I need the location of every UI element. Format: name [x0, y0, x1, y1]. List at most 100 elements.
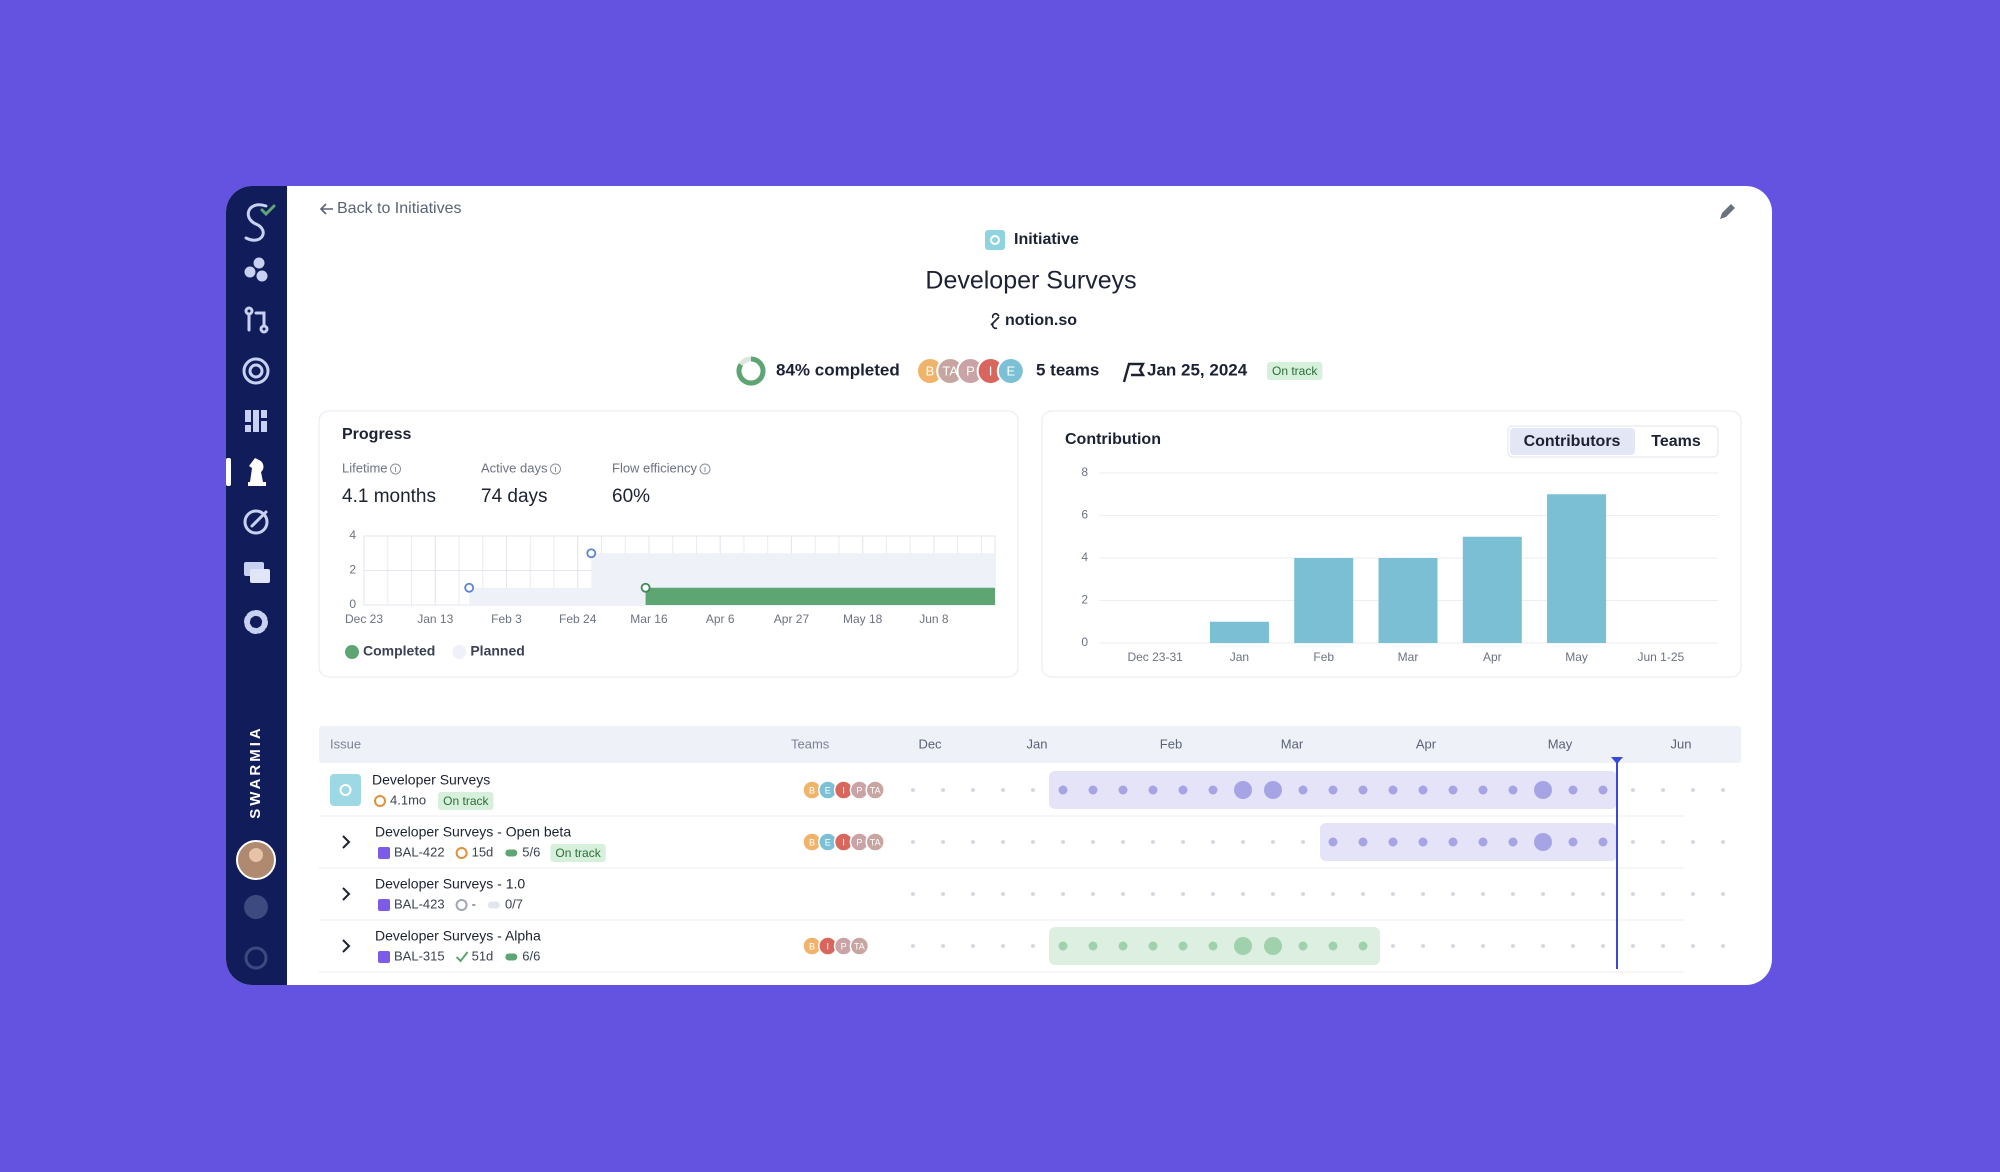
team-avatar-initials: E — [825, 837, 831, 847]
progress-icon — [455, 847, 468, 859]
bar — [1378, 558, 1438, 643]
nav-icon[interactable] — [245, 410, 267, 432]
status-badge — [438, 792, 494, 810]
timeline-dot — [1358, 837, 1368, 847]
nav-icon[interactable] — [248, 458, 266, 486]
nav-icon[interactable] — [244, 610, 268, 634]
timeline-dot — [1508, 785, 1518, 795]
team-avatar-initials: B — [809, 785, 815, 795]
timeline-dot — [1598, 837, 1608, 847]
donut-arc — [736, 356, 766, 386]
issue-key: BAL-422 — [394, 844, 445, 859]
team-avatar-initials: I — [842, 837, 845, 847]
month-header: Jan — [1027, 736, 1048, 751]
month-header: Jun — [1671, 736, 1692, 751]
nav-icon[interactable] — [243, 509, 269, 535]
nav-icon[interactable] — [244, 257, 268, 282]
timeline-dot — [1391, 892, 1395, 896]
timeline-dot — [1448, 785, 1458, 795]
y-tick-label: 4 — [349, 528, 356, 542]
timeline-dot — [1511, 892, 1515, 896]
status-badge-text: On track — [555, 846, 601, 860]
nav-icon[interactable] — [244, 562, 270, 583]
issue-key: BAL-315 — [394, 948, 445, 963]
x-tick-label: Feb 24 — [559, 612, 597, 626]
sidebar-icons — [242, 203, 276, 634]
tab[interactable]: Contributors — [1524, 433, 1621, 450]
timeline-dot — [971, 788, 975, 792]
back-arrow[interactable] — [319, 203, 333, 215]
link-icon — [990, 312, 1000, 330]
timeline-dot — [1358, 941, 1368, 951]
timeline-dot — [1691, 944, 1695, 948]
issue-type-icon — [378, 847, 390, 859]
timeline-dot — [941, 892, 945, 896]
timeline-dot — [1031, 944, 1035, 948]
timeline-dot — [911, 840, 915, 844]
issue-subtasks: 5/6 — [522, 844, 540, 859]
timeline-dot — [1241, 840, 1245, 844]
timeline-dot — [1058, 785, 1068, 795]
y-tick-label: 0 — [1081, 635, 1088, 649]
team-avatar-initials: TA — [942, 363, 958, 378]
completion-label: 84% completed — [776, 360, 900, 379]
logout-icon[interactable] — [244, 946, 268, 970]
timeline-dot — [1478, 837, 1488, 847]
timeline-dot — [1568, 837, 1578, 847]
timeline-dot — [1541, 944, 1545, 948]
timeline-dot — [911, 892, 915, 896]
team-avatar-initials: E — [825, 785, 831, 795]
expand-chevron[interactable] — [342, 835, 351, 849]
timeline-dot — [1721, 788, 1725, 792]
point-marker — [586, 548, 597, 559]
timeline-dot — [1661, 944, 1665, 948]
timeline-dot — [1361, 892, 1365, 896]
logo[interactable] — [244, 203, 268, 242]
done-icon — [455, 951, 469, 963]
timeline-dot — [1001, 944, 1005, 948]
issue-name[interactable]: Developer Surveys - Alpha — [375, 928, 541, 944]
content: 84% completed B TA P I E 5 teams Jan 25, 2024 On… — [318, 356, 1742, 973]
timeline-dot — [1601, 944, 1605, 948]
issue-name[interactable]: Developer Surveys - Open beta — [375, 824, 571, 840]
link[interactable]: notion.so — [1005, 312, 1077, 329]
bar — [1462, 536, 1522, 643]
initiative-icon-dot — [339, 784, 352, 796]
legend-label: Planned — [470, 643, 524, 659]
x-tick-label: Feb 3 — [491, 612, 522, 626]
team-avatar — [865, 832, 885, 852]
tab[interactable]: Teams — [1651, 433, 1701, 450]
team-avatar-initials: P — [966, 363, 975, 378]
timeline-dot — [1478, 785, 1488, 795]
timeline-dot — [1598, 785, 1608, 795]
timeline-dot — [1511, 944, 1515, 948]
month-header: Mar — [1281, 736, 1304, 751]
issue-name[interactable]: Developer Surveys — [372, 772, 490, 788]
status-badge-text: On track — [443, 794, 489, 808]
timeline-dot — [941, 944, 945, 948]
timeline-dot — [1388, 785, 1398, 795]
issue-duration: 51d — [472, 948, 494, 963]
edit-icon[interactable] — [1720, 204, 1735, 219]
page-title: Developer Surveys — [925, 267, 1136, 295]
timeline-dot — [971, 892, 975, 896]
timeline-dot — [1631, 840, 1635, 844]
issue-duration: - — [472, 896, 476, 911]
issue-name[interactable]: Developer Surveys - 1.0 — [375, 876, 525, 892]
timeline-dot — [1421, 892, 1425, 896]
expand-chevron[interactable] — [342, 887, 351, 901]
back-link[interactable]: Back to Initiatives — [337, 200, 462, 217]
team-avatar — [865, 780, 885, 800]
nav-icon[interactable] — [244, 306, 269, 334]
nav-icon[interactable] — [242, 357, 270, 385]
timeline-dot — [1661, 788, 1665, 792]
expand-chevron[interactable] — [342, 939, 351, 953]
legend-swatch — [452, 645, 467, 659]
progress-icon — [374, 795, 386, 807]
help-icon[interactable] — [244, 895, 268, 919]
legend-swatch — [345, 645, 359, 659]
team-avatar — [849, 936, 870, 956]
timeline-dot — [1211, 840, 1215, 844]
timeline-dot — [1271, 892, 1275, 896]
